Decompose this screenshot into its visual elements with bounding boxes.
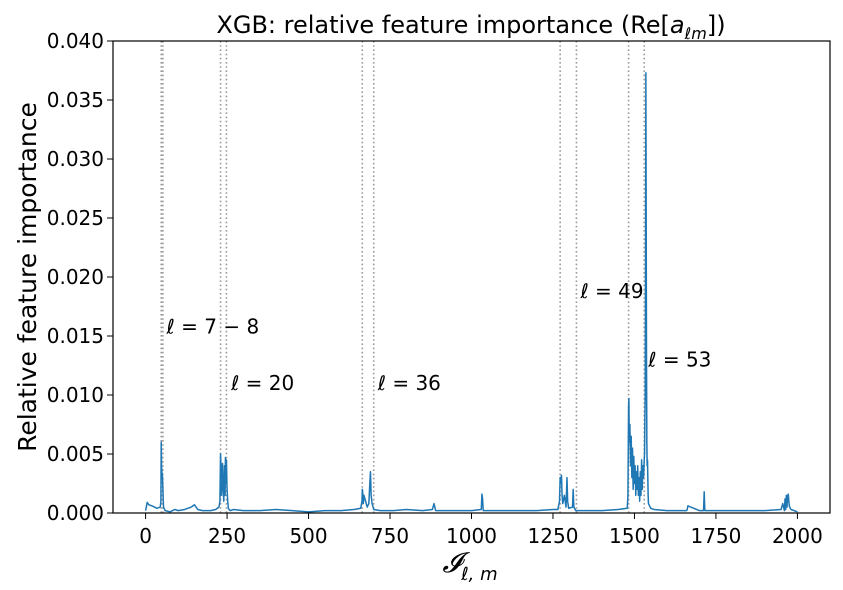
title-symbol: a — [670, 11, 685, 39]
y-tick-label-7: 0.035 — [47, 88, 104, 112]
annotation-4: ℓ = 53 — [647, 348, 711, 372]
y-tick-label-3: 0.015 — [47, 324, 104, 348]
y-tick-label-0: 0.000 — [47, 501, 104, 525]
x-axis-subscript: ℓ, m — [460, 564, 497, 585]
y-tick-label-6: 0.030 — [47, 147, 104, 171]
x-tick-label-6: 1500 — [609, 524, 660, 548]
y-tick-label-4: 0.020 — [47, 265, 104, 289]
x-tick-label-8: 2000 — [772, 524, 823, 548]
annotations: ℓ = 7 − 8 ℓ = 20 ℓ = 36 ℓ = 49 ℓ = 53 — [166, 279, 712, 395]
title-prefix: XGB: relative feature importance (Re[ — [216, 11, 670, 39]
title-subscript: ℓm — [684, 24, 707, 43]
x-tick-label-7: 1750 — [690, 524, 741, 548]
x-tick-label-2: 500 — [289, 524, 327, 548]
y-tick-label-5: 0.025 — [47, 206, 104, 230]
vertical-marker-lines — [160, 41, 646, 513]
y-axis-label: Relative feature importance — [13, 102, 42, 452]
chart-title: XGB: relative feature importance (Re[aℓm… — [216, 11, 725, 43]
x-tick-label-0: 0 — [139, 524, 152, 548]
y-tick-label-1: 0.005 — [47, 442, 104, 466]
x-axis-label: 𝓘ℓ, m — [442, 546, 497, 585]
x-tick-label-4: 1000 — [446, 524, 497, 548]
series-line-0 — [144, 72, 798, 513]
title-suffix: ]) — [707, 11, 726, 39]
annotation-0: ℓ = 7 − 8 — [166, 315, 260, 339]
y-ticks: 0.000 0.005 0.010 0.015 0.020 0.025 0.030 0.035… — [47, 29, 113, 525]
annotation-2: ℓ = 36 — [377, 371, 441, 395]
x-ticks: 0 250 500 750 1000 1250 1500 1750 2000 — [139, 513, 823, 548]
y-tick-label-8: 0.040 — [47, 29, 104, 53]
annotation-1: ℓ = 20 — [230, 371, 294, 395]
annotation-3: ℓ = 49 — [579, 279, 643, 303]
y-tick-label-2: 0.010 — [47, 383, 104, 407]
x-tick-label-1: 250 — [208, 524, 246, 548]
x-tick-label-5: 1250 — [528, 524, 579, 548]
x-tick-label-3: 750 — [371, 524, 409, 548]
series-layer — [144, 72, 798, 513]
